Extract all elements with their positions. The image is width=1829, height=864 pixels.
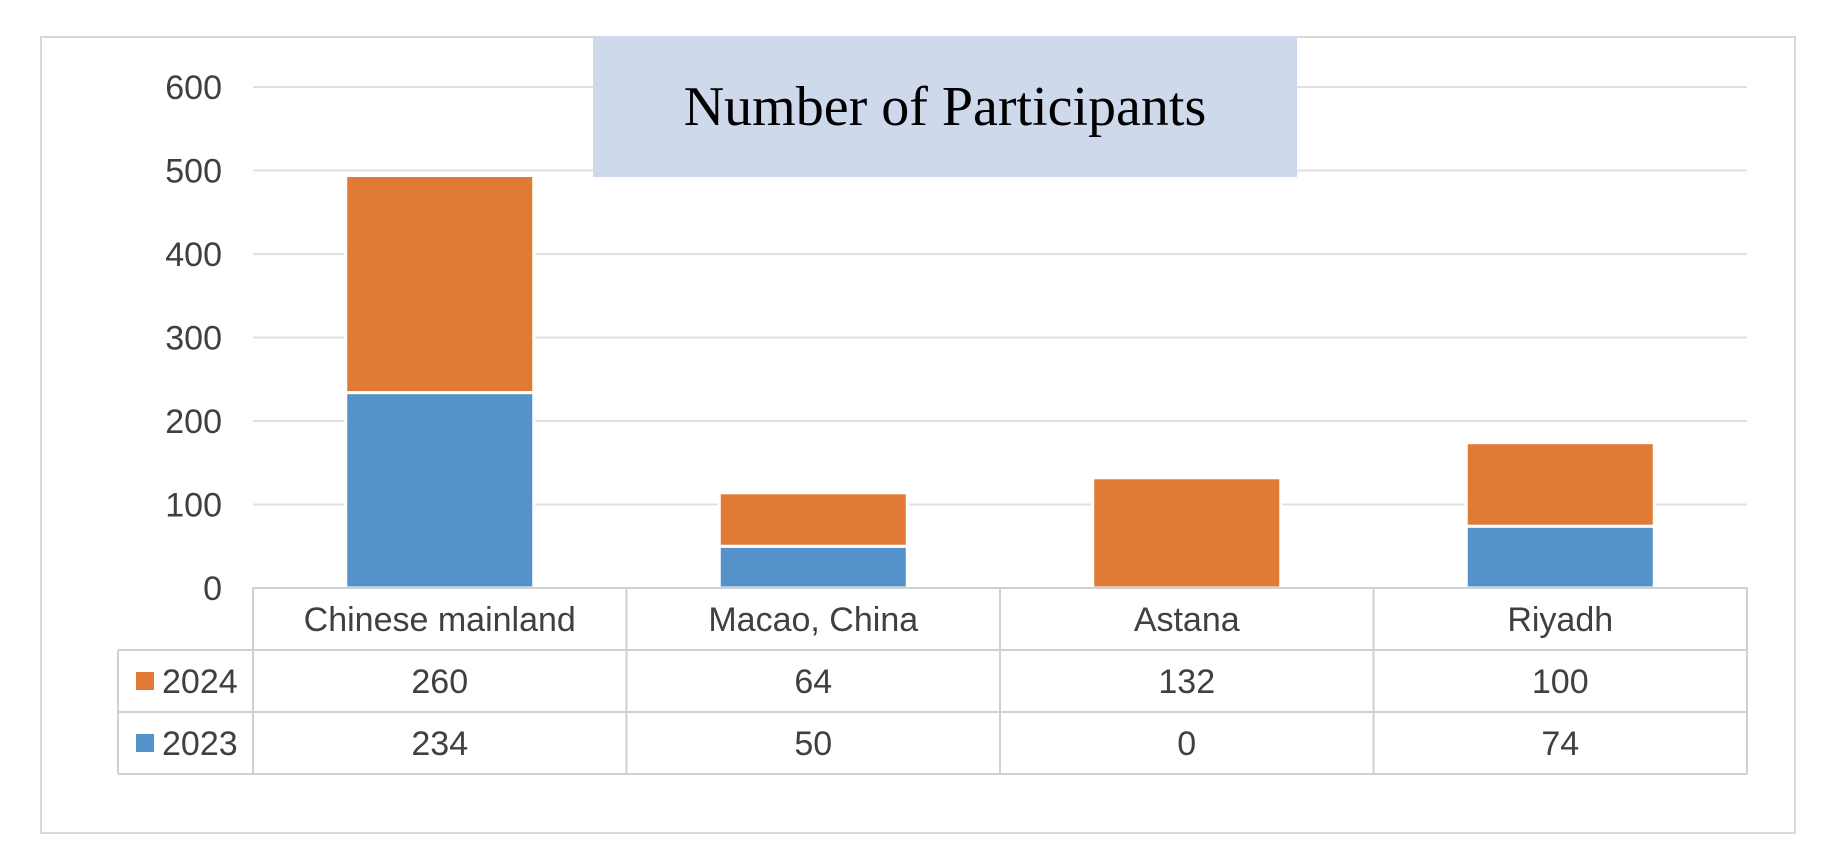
y-tick-label: 100 <box>165 487 222 525</box>
x-tick-label: Macao, China <box>708 601 918 639</box>
bar-2024 <box>1464 441 1656 528</box>
bar-2024 <box>717 491 909 548</box>
y-tick-label: 600 <box>165 69 222 107</box>
bar-2023 <box>717 544 909 590</box>
y-tick-label: 300 <box>165 320 222 358</box>
chart-title-box: Number of Participants <box>593 36 1297 177</box>
data-label: 74 <box>1541 725 1579 763</box>
bar-2024 <box>344 174 536 395</box>
legend-swatch-2024 <box>136 672 154 690</box>
legend-label-2024: 2024 <box>162 663 238 701</box>
x-tick-label: Chinese mainland <box>304 601 576 639</box>
data-label: 234 <box>411 725 468 763</box>
data-label: 260 <box>411 663 468 701</box>
y-tick-label: 500 <box>165 153 222 191</box>
chart-title: Number of Participants <box>683 75 1207 138</box>
y-tick-label: 400 <box>165 236 222 274</box>
x-tick-label: Riyadh <box>1507 601 1613 639</box>
data-label: 50 <box>794 725 832 763</box>
legend-swatch-2023 <box>136 734 154 752</box>
bar-2023 <box>1464 524 1656 590</box>
data-label: 0 <box>1177 725 1196 763</box>
bar-2023 <box>344 391 536 590</box>
y-tick-label: 0 <box>203 570 222 608</box>
legend-label-2023: 2023 <box>162 725 238 763</box>
data-label: 64 <box>794 663 832 701</box>
x-tick-label: Astana <box>1134 601 1240 639</box>
y-tick-label: 200 <box>165 403 222 441</box>
data-label: 132 <box>1158 663 1215 701</box>
data-label: 100 <box>1532 663 1589 701</box>
bar-2024 <box>1091 476 1283 590</box>
